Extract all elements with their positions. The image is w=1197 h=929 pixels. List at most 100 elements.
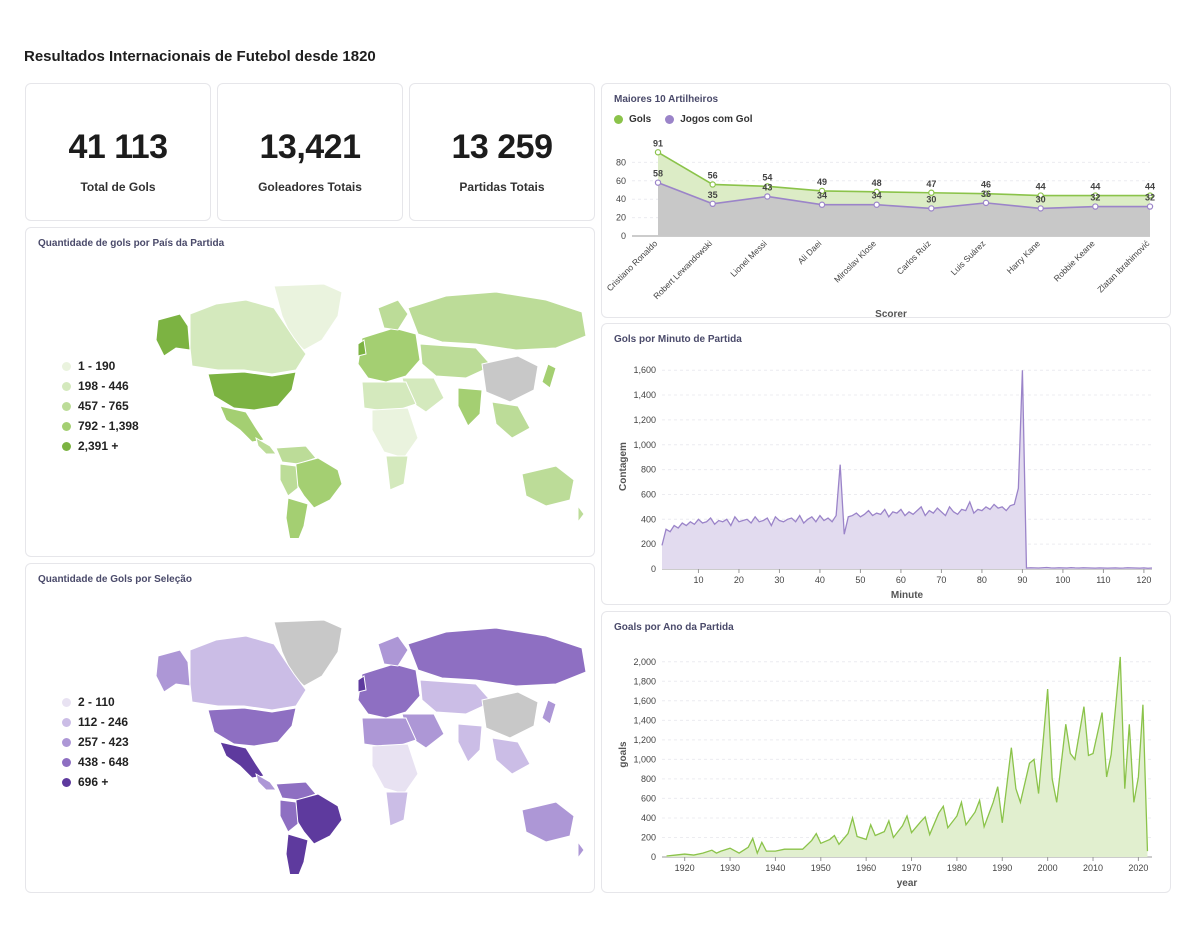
map-africa-south: [385, 791, 409, 827]
map-mexico: [219, 741, 265, 779]
legend-item[interactable]: 198 - 446: [62, 376, 139, 396]
legend-item[interactable]: 696 +: [62, 772, 129, 792]
series-line-jogos: [657, 181, 1150, 210]
kpi-label: Goleadores Totais: [258, 180, 362, 194]
map-africa-north: [361, 717, 417, 749]
data-point-jogos: [1092, 203, 1099, 210]
data-label-jogos: 30: [1036, 194, 1046, 204]
data-point-gols: [928, 189, 935, 196]
card-title: Maiores 10 Artilheiros: [614, 94, 719, 105]
card-title: Quantidade de Gols por Seleção: [38, 574, 192, 585]
map-se-asia: [491, 401, 531, 439]
goals-by-minute-chart[interactable]: 0 200 400 600 800 1,000 1,200 1,400 1,600 10 20 30 4…: [602, 324, 1172, 606]
map-africa-north: [361, 381, 417, 413]
map-central-america: [255, 436, 277, 455]
data-point-gols: [873, 188, 880, 196]
x-tick-label: 1950: [811, 863, 831, 873]
y-tick-label: 1,400: [633, 715, 656, 725]
map-europe: [357, 663, 421, 719]
legend-label: Gols: [629, 114, 652, 125]
legend-item[interactable]: Gols: [614, 114, 651, 125]
legend-swatch: [62, 381, 71, 391]
data-point-jogos: [818, 201, 826, 208]
legend-swatch: [62, 401, 71, 411]
map-japan: [541, 363, 557, 389]
legend-item[interactable]: 2,391 +: [62, 436, 139, 456]
card-title: Gols por Minuto de Partida: [614, 334, 742, 345]
legend-swatch: [614, 115, 623, 124]
data-point-gols: [709, 181, 716, 188]
map-card-team: Quantidade de Gols por Seleção 2 - 110 1…: [25, 563, 595, 893]
series-line-gols: [657, 151, 1150, 197]
legend-item[interactable]: 2 - 110: [62, 692, 129, 712]
legend-item[interactable]: 457 - 765: [62, 396, 139, 416]
legend-item[interactable]: 438 - 648: [62, 752, 129, 772]
x-tick-label: 1940: [765, 863, 785, 873]
kpi-value: 41 113: [68, 128, 168, 166]
legend-label: 2,391 +: [78, 439, 119, 453]
data-label-jogos: 43: [762, 182, 772, 192]
x-axis-title: Scorer: [875, 309, 907, 319]
data-point-gols: [982, 190, 990, 197]
y-tick-label: 80: [616, 157, 626, 167]
data-label-jogos: 32: [1090, 193, 1100, 203]
y-tick-label: 0: [621, 231, 626, 241]
data-point-gols: [1092, 192, 1099, 199]
x-tick-label: 2020: [1128, 863, 1148, 873]
map-peru-bolivia: [279, 799, 299, 833]
x-tick-label: Cristiano Ronaldo: [605, 238, 660, 293]
map-central-america: [255, 772, 277, 791]
data-point-gols: [1146, 192, 1154, 199]
x-tick-label: 110: [1096, 575, 1110, 585]
map-russia: [407, 291, 586, 351]
map-canada: [189, 635, 307, 711]
x-tick-label: 2000: [1038, 863, 1058, 873]
card-title: Goals por Ano da Partida: [614, 622, 734, 633]
map-central-asia: [419, 679, 493, 715]
data-label-jogos: 30: [926, 194, 936, 204]
data-label-gols: 56: [708, 170, 718, 180]
y-tick-label: 200: [641, 832, 656, 842]
map-alaska: [155, 649, 191, 693]
legend-label: 696 +: [78, 775, 109, 789]
chart-card-top-scorers: Maiores 10 Artilheiros Gols Jogos com Go…: [601, 83, 1172, 319]
map-argentina-chile: [285, 497, 309, 538]
x-tick-label: 1930: [720, 863, 740, 873]
data-label-gols: 44: [1145, 182, 1155, 192]
page-title: Resultados Internacionais de Futebol des…: [24, 48, 376, 65]
x-tick-label: Zlatan Ibrahimović: [1095, 238, 1152, 295]
x-tick-label: 70: [936, 575, 946, 585]
map-india: [457, 723, 483, 763]
legend-label: 457 - 765: [78, 399, 129, 413]
legend-label: 792 - 1,398: [78, 419, 139, 433]
world-map-team[interactable]: [146, 614, 586, 874]
y-tick-label: 40: [616, 194, 626, 204]
legend-item[interactable]: Jogos com Gol: [665, 114, 752, 125]
map-australia: [521, 465, 575, 507]
x-tick-label: 1920: [675, 863, 695, 873]
y-tick-label: 2,000: [633, 657, 656, 667]
data-label-jogos: 35: [708, 190, 718, 200]
legend-label: Jogos com Gol: [680, 114, 753, 125]
data-label-jogos: 32: [1145, 193, 1155, 203]
data-point-jogos: [654, 179, 662, 186]
goals-by-year-chart[interactable]: 0 200 400 600 800 1,000 1,200 1,400 1,600 1,800 2,…: [602, 612, 1172, 894]
series-area: [662, 370, 1152, 569]
legend-item[interactable]: 1 - 190: [62, 356, 139, 376]
legend-item[interactable]: 257 - 423: [62, 732, 129, 752]
top-scorers-chart[interactable]: 0 20 40 60 80 91 56 54 49 48 47 46 44 44 44 58 35 43 34 34 3…: [602, 84, 1172, 319]
world-map-country[interactable]: [146, 278, 586, 538]
map-africa-central: [371, 407, 419, 459]
legend-label: 257 - 423: [78, 735, 129, 749]
data-label-gols: 91: [653, 138, 663, 148]
x-tick-label: Ali Daei: [796, 238, 824, 266]
legend-item[interactable]: 792 - 1,398: [62, 416, 139, 436]
x-tick-label: 2010: [1083, 863, 1103, 873]
legend-swatch: [62, 757, 71, 767]
data-point-jogos: [982, 199, 990, 207]
data-point-gols: [764, 183, 771, 190]
legend-item[interactable]: 112 - 246: [62, 712, 129, 732]
map-africa-south: [385, 455, 409, 491]
x-tick-label: Luis Suárez: [949, 238, 988, 277]
x-tick-label: 90: [1017, 575, 1027, 585]
